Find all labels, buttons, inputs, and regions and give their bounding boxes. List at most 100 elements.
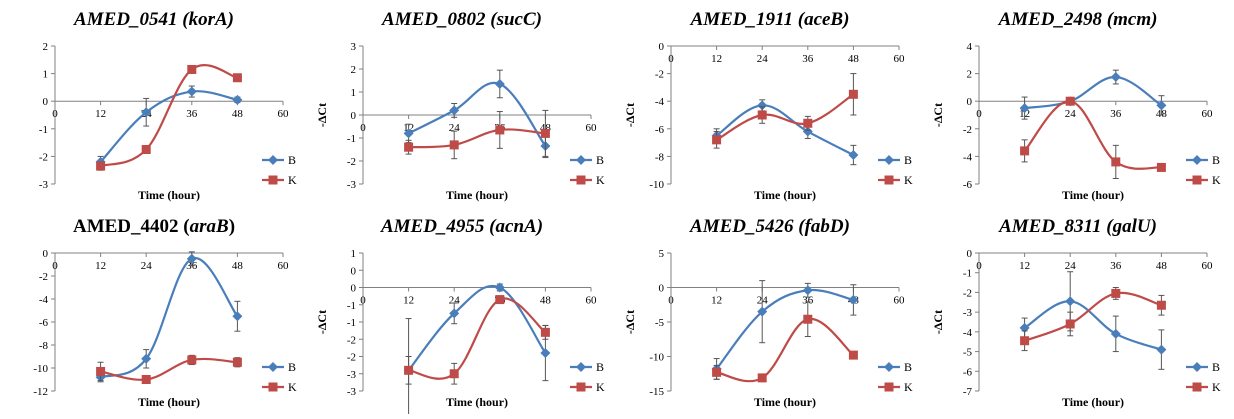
y-tick-label: -3 [347, 179, 357, 191]
data-point [757, 100, 768, 111]
title-gene: AMED_0802 ( [381, 9, 498, 30]
title-gene: AMED_8311 ( [998, 216, 1114, 237]
series-line [99, 90, 238, 163]
x-tick-label: 36 [186, 108, 198, 120]
x-tick-label: 24 [449, 122, 461, 134]
y-tick-label: -6 [963, 179, 973, 191]
data-point [404, 365, 414, 375]
legend-label: B [288, 153, 296, 167]
series-K [712, 301, 858, 383]
y-tick-label: -12 [33, 386, 48, 398]
series-line [100, 257, 239, 379]
series-line [1023, 100, 1162, 170]
series-line [100, 64, 238, 168]
y-tick-label: 2 [351, 64, 357, 76]
series-B [1019, 271, 1167, 370]
data-point [141, 145, 151, 154]
x-tick-label: 48 [848, 53, 860, 65]
x-tick-label: 0 [976, 260, 982, 272]
series-B [95, 251, 243, 383]
data-point [449, 140, 459, 150]
y-tick-label: -2 [963, 287, 972, 299]
data-point [1110, 72, 1121, 83]
x-tick-label: 60 [278, 260, 290, 272]
chart-title: AMED_1911 (aceB) [690, 9, 850, 30]
y-tick-label: -1 [347, 317, 356, 329]
x-axis-label: Time (hour) [138, 395, 200, 409]
data-point [1065, 296, 1076, 307]
y-tick-label: -2 [347, 334, 356, 346]
data-point [1020, 336, 1030, 346]
y-tick-label: 0 [43, 248, 49, 260]
legend-marker [1192, 155, 1202, 165]
data-point [1156, 100, 1167, 111]
y-tick-label: 3 [351, 41, 357, 53]
series-K [712, 73, 858, 149]
y-tick-label: 0 [351, 265, 357, 277]
x-tick-label: 60 [894, 53, 906, 65]
x-axis-label: Time (hour) [754, 395, 816, 409]
series-B [711, 280, 859, 380]
x-tick-label: 24 [1065, 108, 1077, 120]
series-line [715, 104, 854, 156]
data-point [540, 128, 550, 138]
legend-marker [1192, 382, 1202, 392]
title-gene: AMED_5426 ( [689, 216, 806, 237]
title-close: ) [535, 216, 543, 237]
y-tick-label: 0 [659, 41, 665, 53]
y-axis-label: -ΔCt [623, 103, 637, 127]
data-point [712, 367, 722, 377]
title-gene: AMED_4955 ( [380, 216, 497, 237]
series-B [95, 85, 243, 168]
y-tick-label: -4 [39, 294, 49, 306]
legend: BK [570, 153, 605, 187]
title-gene: AMED_1911 ( [690, 9, 806, 30]
y-tick-label: -10 [649, 179, 664, 191]
x-tick-label: 60 [586, 295, 598, 307]
title-close: ) [1149, 9, 1157, 30]
x-axis-label: Time (hour) [446, 188, 508, 202]
data-point [848, 150, 859, 161]
data-point [232, 357, 242, 367]
legend: BK [262, 153, 297, 187]
legend-marker [1192, 175, 1202, 185]
x-tick-label: 12 [403, 295, 414, 307]
legend-label: K [596, 380, 605, 394]
x-tick-label: 36 [1110, 108, 1122, 120]
series-K [1020, 96, 1166, 179]
series-K [96, 64, 242, 171]
y-axis-label: -ΔCt [623, 310, 637, 334]
x-tick-label: 0 [668, 295, 674, 307]
data-point [141, 107, 152, 118]
y-tick-label: 2 [43, 41, 49, 53]
legend-marker [884, 155, 894, 165]
chart-panel-8: AMED_8311 (galU) 0 -1 -2 -3 -4 -5 -6 -7 0 12 24 36 48… [931, 216, 1221, 409]
y-tick-label: -5 [655, 317, 665, 329]
title-symbol: korA [189, 9, 228, 30]
y-tick-label: -4 [963, 327, 973, 339]
data-point [495, 295, 505, 305]
legend-label: K [1212, 173, 1221, 187]
x-tick-label: 12 [711, 295, 722, 307]
y-tick-label: -2 [347, 352, 356, 364]
chart-title: AMED_0802 (sucC) [381, 9, 542, 30]
chart-panel-2: AMED_0802 (sucC)3210-1-2-301224364860Tim… [315, 9, 605, 202]
data-point [96, 161, 106, 171]
chart-title: AMED_8311 (galU) [998, 216, 1157, 237]
x-tick-label: 12 [1019, 260, 1030, 272]
data-point [540, 348, 551, 359]
y-tick-label: -2 [655, 69, 664, 81]
x-tick-label: 24 [449, 295, 461, 307]
y-tick-label: -15 [649, 386, 664, 398]
x-tick-label: 48 [1156, 260, 1168, 272]
legend: BK [878, 360, 913, 394]
title-gene: AMED_0541 ( [73, 9, 190, 30]
chart-title: AMED_4402 (araB) [73, 216, 235, 237]
data-point [1111, 157, 1121, 167]
chart-title: AMED_2498 (mcm) [998, 9, 1158, 30]
y-tick-label: 0 [351, 110, 357, 122]
data-point [802, 126, 813, 137]
legend-label: B [904, 360, 912, 374]
data-point [495, 125, 505, 135]
x-tick-label: 24 [1065, 260, 1077, 272]
